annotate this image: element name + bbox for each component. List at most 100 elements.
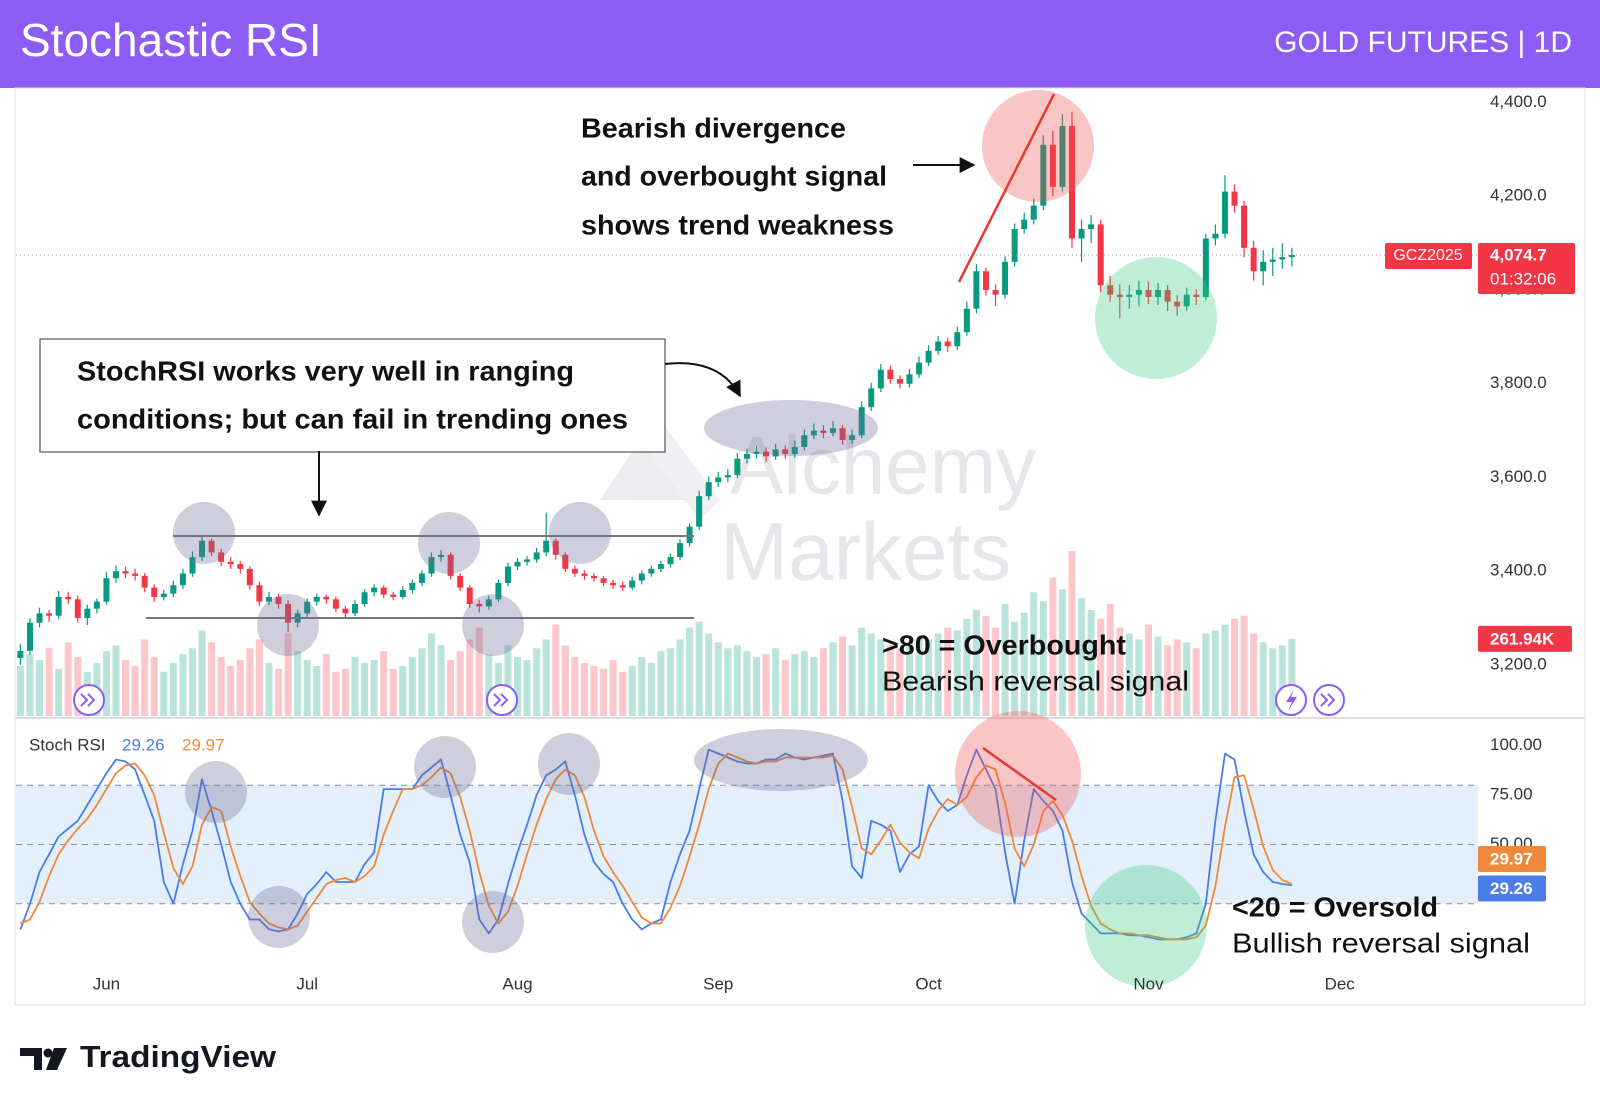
event-icon[interactable] (1313, 684, 1345, 716)
candle-body (495, 582, 502, 600)
candle-body (1126, 294, 1133, 298)
candle-body (743, 454, 750, 459)
highlight-circle (462, 891, 524, 953)
price-tag (1478, 242, 1575, 294)
candle-body (963, 308, 970, 333)
watermark-text: Alchemy (730, 421, 1036, 512)
volume-bar (1164, 645, 1172, 716)
volume-bar (64, 642, 72, 716)
candle-body (524, 559, 531, 562)
volume-bar (819, 648, 827, 716)
candle-body (342, 608, 349, 614)
volume-bar (55, 668, 63, 716)
candle-body (1040, 144, 1047, 206)
candle-body (801, 435, 808, 447)
candle-body (352, 603, 358, 614)
candle-body (179, 573, 186, 586)
stoch-line (20, 752, 1293, 941)
candle-body (1069, 125, 1075, 239)
volume-bar (1240, 615, 1248, 716)
candle-body (65, 596, 72, 600)
candle-body (1049, 144, 1056, 187)
volume-bar (1221, 624, 1229, 716)
volume-bar (26, 654, 34, 716)
volume-bar (800, 651, 808, 716)
candle-body (418, 573, 425, 583)
candle-body (667, 557, 674, 565)
candle-body (763, 451, 770, 457)
volume-bar (762, 654, 770, 716)
annotation-text: Bearish divergence (581, 112, 846, 143)
volume-bar (886, 645, 894, 716)
candle-body (447, 554, 454, 576)
volume-bar (399, 665, 407, 716)
highlight-circle (418, 512, 480, 574)
volume-bar (1259, 642, 1267, 716)
candle-body (935, 341, 942, 351)
event-icon-glyph (1286, 690, 1297, 711)
candle-body (610, 582, 617, 586)
candle-body (1183, 294, 1190, 307)
highlight-ellipse (694, 729, 868, 791)
volume-bar (447, 660, 455, 716)
annotation-box (39, 338, 666, 453)
candle-body (160, 593, 167, 597)
volume-bar (475, 627, 483, 716)
volume-bar (657, 651, 665, 716)
oversold-circle (1095, 257, 1217, 379)
volume-bar (1125, 633, 1133, 716)
volume-tag-text: 261.94K (1490, 629, 1555, 648)
volume-bar (714, 642, 722, 716)
event-icon-glyph (1320, 693, 1336, 707)
volume-bar (829, 642, 837, 716)
candle-body (1002, 261, 1009, 295)
volume-bar (1030, 592, 1038, 716)
overbought-circle (982, 90, 1094, 202)
event-icon-glyph (493, 693, 509, 707)
event-icon[interactable] (73, 684, 105, 716)
volume-bar (141, 639, 149, 716)
volume-bar (972, 609, 980, 716)
candle-body (734, 458, 741, 476)
volume-bar (188, 648, 196, 716)
candle-body (1193, 294, 1200, 298)
volume-bar (275, 668, 283, 716)
volume-bar (810, 657, 818, 716)
candle-body (591, 575, 597, 579)
symbol-tag-text: GCZ2025 (1393, 247, 1462, 264)
volume-bar (332, 671, 340, 716)
volume-bar (982, 615, 990, 716)
candle-body (696, 496, 703, 527)
volume-bar (150, 657, 158, 716)
candle-body (170, 585, 177, 594)
y-tick-label: 4,400.0 (1490, 92, 1547, 111)
y-tick-label: 4,200.0 (1490, 186, 1547, 205)
value-tag (1478, 846, 1546, 873)
annotation-text: <20 = Oversold (1232, 891, 1438, 922)
volume-bar (1097, 618, 1105, 716)
candle-body (93, 601, 100, 609)
symbol-tag (1385, 242, 1472, 269)
watermark-text: Markets (720, 507, 1011, 598)
y-tick-label: 75.00 (1490, 785, 1533, 804)
volume-bar (456, 651, 464, 716)
volume-bar (628, 665, 636, 716)
candle-body (132, 573, 139, 576)
candle-body (973, 271, 980, 309)
volume-bar (781, 660, 789, 716)
volume-bar (839, 636, 847, 716)
event-icon[interactable] (486, 684, 518, 716)
candle-body (1288, 254, 1295, 258)
volume-bar (695, 621, 703, 716)
volume-bar (389, 668, 397, 716)
volume-bar (1020, 612, 1028, 716)
candle-body (428, 557, 435, 574)
candle-body (944, 341, 951, 347)
stoch-background (16, 784, 1478, 905)
candle-body (285, 603, 292, 623)
candle-body (600, 578, 607, 583)
highlight-circle (257, 594, 319, 656)
volume-bar (284, 633, 292, 716)
candle-body (1116, 294, 1123, 298)
price-tag-text: 4,074.7 (1490, 245, 1547, 264)
